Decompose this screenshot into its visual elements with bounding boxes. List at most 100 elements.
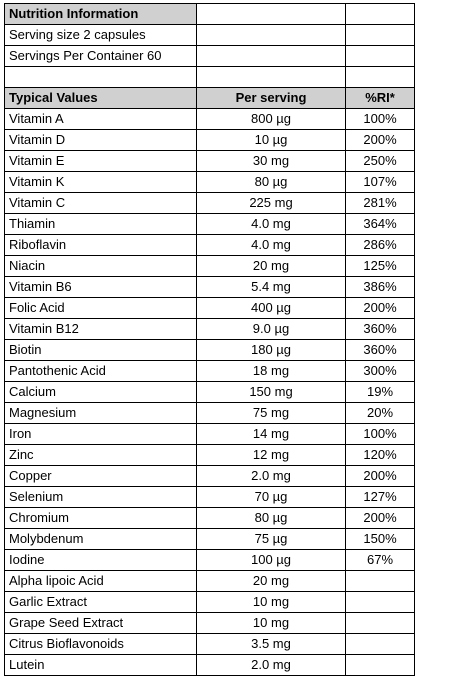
table-row: Citrus Bioflavonoids 3.5 mg [4,633,415,655]
table-title: Nutrition Information [4,3,197,25]
header-ri: %RI* [345,87,415,109]
per-serving-value: 75 µg [196,528,346,550]
nutrient-name: Iodine [4,549,197,571]
per-serving-value: 20 mg [196,255,346,277]
servings-per-container-row: Servings Per Container 60 [4,45,415,67]
nutrition-table-wrapper: Nutrition Information Serving size 2 cap… [4,3,415,676]
per-serving-value: 18 mg [196,360,346,382]
table-row: Thiamin 4.0 mg 364% [4,213,415,235]
nutrient-name: Niacin [4,255,197,277]
table-row: Copper 2.0 mg 200% [4,465,415,487]
ri-value: 127% [345,486,415,508]
table-row: Grape Seed Extract 10 mg [4,612,415,634]
per-serving-value: 80 µg [196,507,346,529]
empty-cell [196,24,346,46]
per-serving-value: 75 mg [196,402,346,424]
ri-value: 200% [345,465,415,487]
nutrient-name: Biotin [4,339,197,361]
empty-cell [196,66,346,88]
table-row: Vitamin C 225 mg 281% [4,192,415,214]
table-row: Vitamin D 10 µg 200% [4,129,415,151]
nutrient-name: Alpha lipoic Acid [4,570,197,592]
servings-per-container: Servings Per Container 60 [4,45,197,67]
ri-value: 200% [345,297,415,319]
nutrient-name: Citrus Bioflavonoids [4,633,197,655]
ri-value [345,654,415,676]
empty-cell [345,24,415,46]
ri-value: 120% [345,444,415,466]
title-row: Nutrition Information [4,3,415,25]
per-serving-value: 2.0 mg [196,654,346,676]
nutrient-name: Chromium [4,507,197,529]
per-serving-value: 4.0 mg [196,234,346,256]
empty-cell [196,45,346,67]
serving-size-row: Serving size 2 capsules [4,24,415,46]
ri-value: 200% [345,129,415,151]
ri-value: 360% [345,318,415,340]
nutrient-name: Vitamin B12 [4,318,197,340]
per-serving-value: 3.5 mg [196,633,346,655]
ri-value: 125% [345,255,415,277]
nutrient-name: Riboflavin [4,234,197,256]
table-row: Folic Acid 400 µg 200% [4,297,415,319]
per-serving-value: 4.0 mg [196,213,346,235]
per-serving-value: 800 µg [196,108,346,130]
ri-value: 200% [345,507,415,529]
nutrient-name: Folic Acid [4,297,197,319]
per-serving-value: 9.0 µg [196,318,346,340]
nutrient-name: Vitamin D [4,129,197,151]
per-serving-value: 12 mg [196,444,346,466]
per-serving-value: 180 µg [196,339,346,361]
table-row: Iron 14 mg 100% [4,423,415,445]
nutrient-name: Iron [4,423,197,445]
table-row: Biotin 180 µg 360% [4,339,415,361]
nutrient-name: Vitamin K [4,171,197,193]
table-row: Alpha lipoic Acid 20 mg [4,570,415,592]
nutrient-name: Magnesium [4,402,197,424]
ri-value: 19% [345,381,415,403]
empty-cell [345,3,415,25]
ri-value: 281% [345,192,415,214]
nutrient-name: Garlic Extract [4,591,197,613]
table-row: Niacin 20 mg 125% [4,255,415,277]
table-row: Riboflavin 4.0 mg 286% [4,234,415,256]
per-serving-value: 30 mg [196,150,346,172]
column-header-row: Typical Values Per serving %RI* [4,87,415,109]
ri-value [345,591,415,613]
table-row: Magnesium 75 mg 20% [4,402,415,424]
per-serving-value: 70 µg [196,486,346,508]
per-serving-value: 10 µg [196,129,346,151]
per-serving-value: 80 µg [196,171,346,193]
table-row: Lutein 2.0 mg [4,654,415,676]
nutrient-name: Zinc [4,444,197,466]
spacer-row [4,66,415,88]
nutrition-table-body: Nutrition Information Serving size 2 cap… [4,3,415,676]
table-row: Molybdenum 75 µg 150% [4,528,415,550]
ri-value: 286% [345,234,415,256]
per-serving-value: 2.0 mg [196,465,346,487]
nutrient-name: Copper [4,465,197,487]
nutrient-name: Grape Seed Extract [4,612,197,634]
table-row: Vitamin B12 9.0 µg 360% [4,318,415,340]
serving-size: Serving size 2 capsules [4,24,197,46]
table-row: Vitamin K 80 µg 107% [4,171,415,193]
ri-value [345,633,415,655]
empty-cell [345,66,415,88]
nutrient-name: Vitamin C [4,192,197,214]
nutrient-name: Lutein [4,654,197,676]
ri-value: 100% [345,108,415,130]
ri-value: 107% [345,171,415,193]
per-serving-value: 20 mg [196,570,346,592]
ri-value: 20% [345,402,415,424]
table-row: Vitamin B6 5.4 mg 386% [4,276,415,298]
ri-value: 150% [345,528,415,550]
ri-value: 360% [345,339,415,361]
header-per-serving: Per serving [196,87,346,109]
ri-value [345,612,415,634]
nutrient-name: Pantothenic Acid [4,360,197,382]
ri-value: 67% [345,549,415,571]
ri-value: 386% [345,276,415,298]
table-row: Calcium 150 mg 19% [4,381,415,403]
nutrient-name: Vitamin E [4,150,197,172]
per-serving-value: 100 µg [196,549,346,571]
